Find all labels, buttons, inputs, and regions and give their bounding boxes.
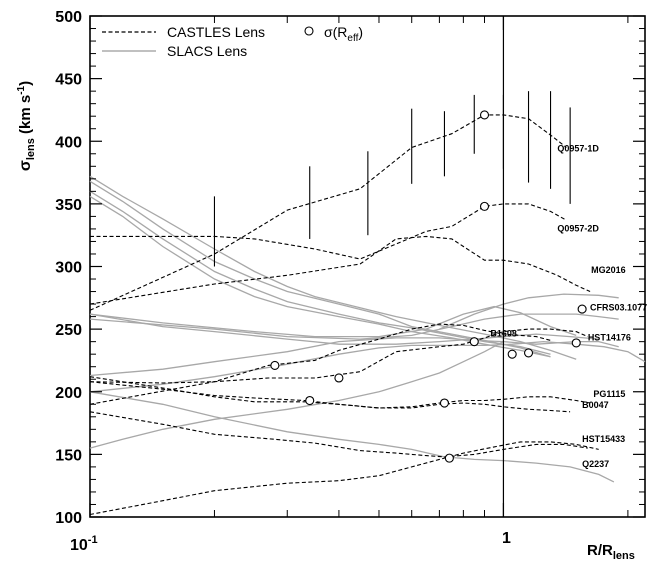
y-tick-label: 300 xyxy=(55,260,82,277)
sigma-reff-point-12 xyxy=(577,304,587,314)
slacs-line-11 xyxy=(89,341,504,449)
legend: CASTLES Lens SLACS Lens σ(Reff) xyxy=(102,24,363,59)
lens-label-q0957-2d: Q0957-2D xyxy=(557,223,599,233)
sigma-reff-point-9 xyxy=(507,349,517,359)
lens-label-cfrs031077: CFRS03.1077 xyxy=(590,302,647,312)
slacs-line-8 xyxy=(89,180,551,358)
lens-label-mg2016: MG2016 xyxy=(591,265,626,275)
y-axis-title: σlens (km s-1) xyxy=(16,81,37,171)
y-tick-label: 250 xyxy=(55,322,82,339)
legend-slacs-label: SLACS Lens xyxy=(167,43,247,59)
sigma-reff-point-11 xyxy=(571,338,581,348)
x-tick-exp: -1 xyxy=(88,534,98,546)
lens-label-pg1115: PG1115 xyxy=(593,389,625,399)
legend-castles-label: CASTLES Lens xyxy=(167,24,265,40)
y-tick-label: 400 xyxy=(55,134,82,151)
y-tick-label: 100 xyxy=(55,510,82,527)
castles-line-pg1115 xyxy=(89,376,591,409)
lens-label-q0957-1d: Q0957-1D xyxy=(557,143,599,153)
lens-label-b0047: B0047 xyxy=(582,400,609,410)
sigma-reff-markers xyxy=(270,110,587,463)
lens-label-b1608: B1608 xyxy=(490,329,517,339)
castles-lines xyxy=(89,114,599,516)
y-tick-label: 500 xyxy=(55,9,82,26)
x-tick-base: 10 xyxy=(70,537,88,554)
plot-frame xyxy=(89,15,646,518)
castles-line-hst15433 xyxy=(89,411,588,458)
y-tick-label: 150 xyxy=(55,447,82,464)
x-axis xyxy=(89,16,629,517)
slacs-line-9 xyxy=(89,190,551,355)
y-tick-label: 450 xyxy=(55,72,82,89)
sigma-reff-point-3 xyxy=(270,360,280,370)
castles-line-q0957-1d xyxy=(89,114,567,311)
sigma-reff-point-5 xyxy=(334,373,344,383)
svg-text:10-1: 10-1 xyxy=(70,534,98,554)
legend-sigma-marker xyxy=(304,26,314,36)
castles-line-mg2016 xyxy=(89,235,591,305)
sigma-reff-point-1 xyxy=(479,110,490,120)
lens-labels: Q0957-1D Q0957-2D MG2016 B1608 HST14176 PG111… xyxy=(490,143,647,469)
slacs-line-3 xyxy=(89,313,619,340)
sigma-reff-point-6 xyxy=(439,398,449,408)
legend-sigma-label: σ(Reff) xyxy=(324,24,363,44)
slacs-line-7 xyxy=(89,175,577,360)
slacs-line-12 xyxy=(89,391,615,483)
x-tick-label-tenth: 10-1 xyxy=(70,534,98,554)
sigma-reff-point-8 xyxy=(469,337,479,347)
sigma-reff-point-2 xyxy=(479,201,490,211)
sigma-reff-point-10 xyxy=(523,348,534,358)
y-tick-label: 350 xyxy=(55,197,82,214)
x-axis-title: R/Rlens xyxy=(587,542,635,561)
y-axis: 100 150 200 250 300 350 400 450 500 xyxy=(55,9,645,527)
slacs-line-10 xyxy=(89,195,551,358)
slacs-line-4 xyxy=(89,313,599,345)
slacs-line-6 xyxy=(89,340,646,393)
lens-label-hst15433: HST15433 xyxy=(582,434,625,444)
sigma-reff-point-4 xyxy=(305,395,315,406)
slacs-line-5 xyxy=(89,337,619,377)
x-tick-label-one: 1 xyxy=(502,530,511,547)
sigma-reff-point-7 xyxy=(444,453,454,463)
castles-line-b0047 xyxy=(89,381,571,413)
castles-line-q0957-2d xyxy=(90,203,567,260)
lens-label-hst14176: HST14176 xyxy=(588,332,631,342)
y-tick-label: 200 xyxy=(55,385,82,402)
castles-line-q2237 xyxy=(89,441,599,516)
lens-label-q2237: Q2237 xyxy=(582,459,609,469)
slacs-line-1 xyxy=(439,293,619,330)
